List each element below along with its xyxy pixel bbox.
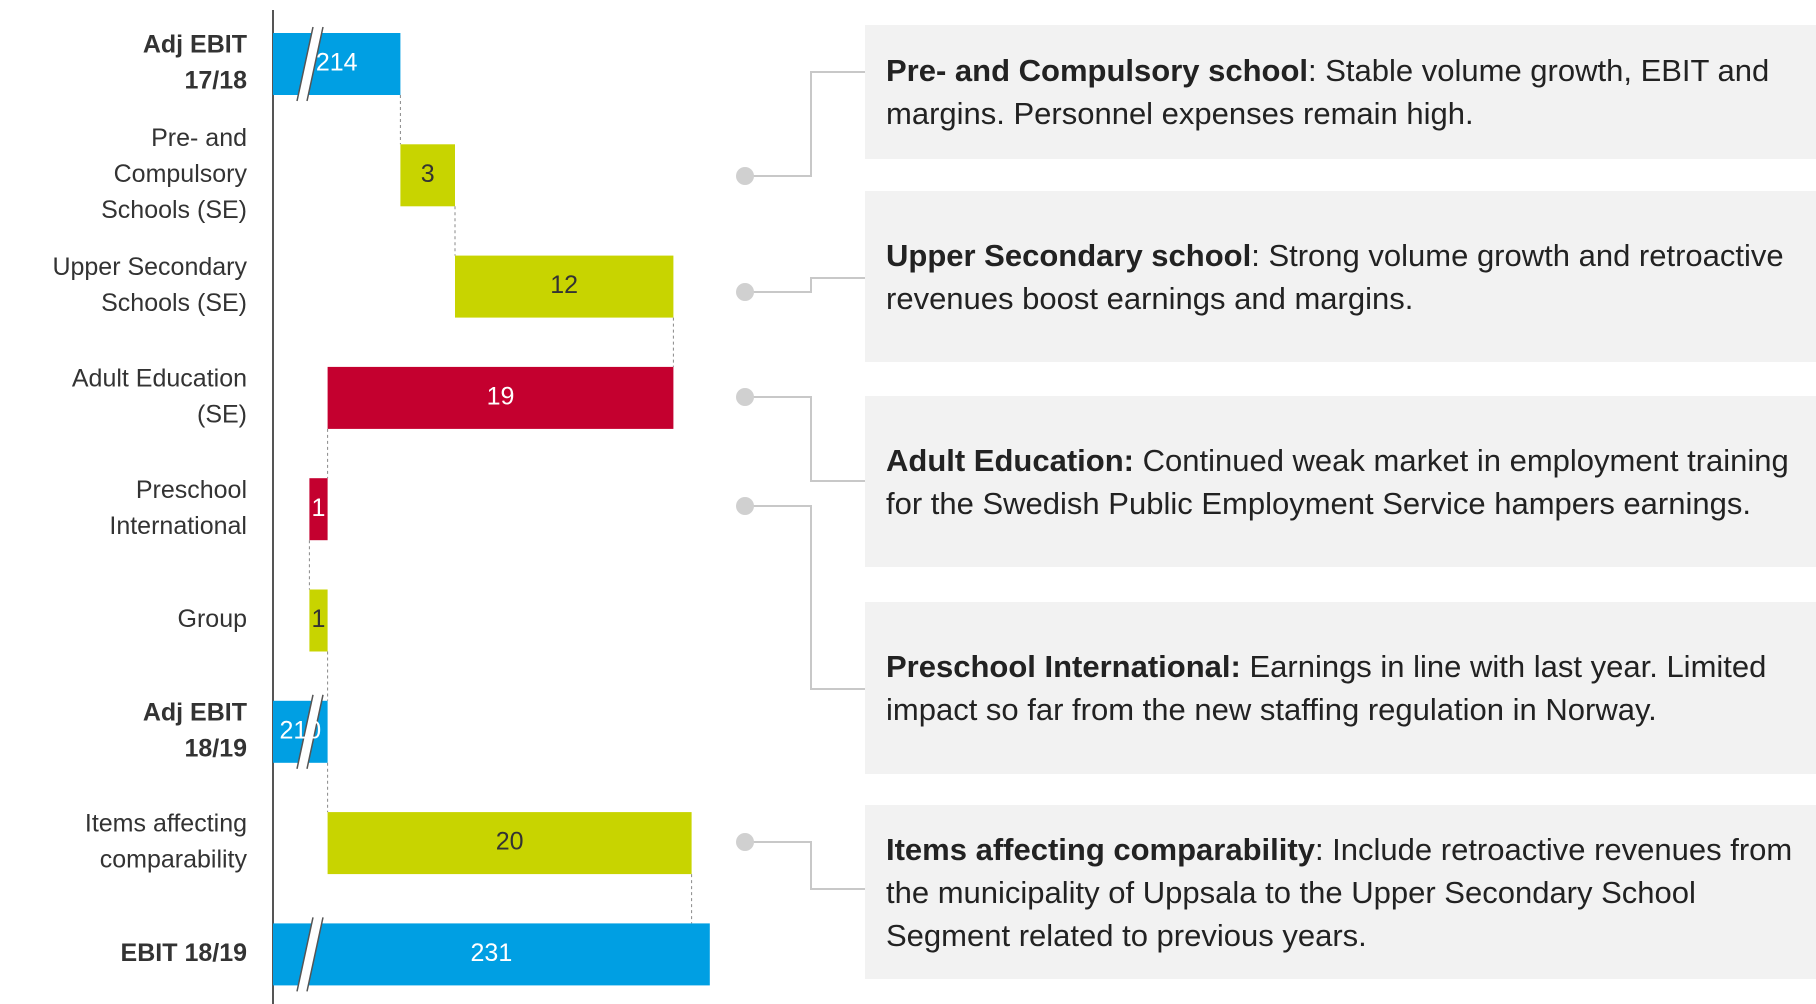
bar: [327, 366, 674, 429]
axis-break: [297, 694, 323, 769]
category-label: 18/19: [184, 734, 247, 762]
connector-dot: [736, 283, 754, 301]
annotation-title: Preschool International:: [886, 649, 1241, 684]
value-label: 3: [421, 160, 435, 188]
connector-dot: [736, 833, 754, 851]
annotation-box: Adult Education: Continued weak market i…: [865, 396, 1816, 567]
annotation-text: : Strong volume growth and retroactive r…: [886, 237, 1784, 316]
category-label: Compulsory: [114, 160, 248, 188]
connectors: [745, 71, 865, 890]
axis-break-line: [306, 917, 324, 992]
annotation-box: Items affecting comparability: Include r…: [865, 805, 1816, 979]
connector-dot: [736, 388, 754, 406]
value-label: 19: [487, 383, 515, 411]
annotation-text: : Include retroactive revenues from the …: [886, 831, 1793, 953]
axis-break-line: [296, 917, 314, 992]
connector-dot: [736, 167, 754, 185]
category-label: International: [109, 512, 247, 540]
bar: [400, 144, 455, 207]
category-label: Adj EBIT: [143, 31, 247, 59]
annotation-box: Preschool International: Earnings in lin…: [865, 602, 1816, 774]
category-label: Preschool: [136, 476, 247, 504]
connector: [745, 505, 865, 690]
category-label: EBIT 18/19: [121, 939, 247, 967]
connector: [745, 396, 865, 482]
value-label: 210: [279, 716, 321, 744]
annotation-box: Upper Secondary school: Strong volume gr…: [865, 191, 1816, 362]
connector: [745, 71, 865, 177]
category-label: Upper Secondary: [52, 253, 247, 281]
bar: [273, 923, 710, 986]
axis-break: [297, 917, 323, 992]
axis-break-line: [306, 694, 324, 769]
annotation-title: Adult Education:: [886, 442, 1134, 478]
value-label: 231: [471, 939, 513, 967]
annotation-title: Items affecting comparability: [886, 831, 1315, 867]
category-label: Schools (SE): [101, 289, 247, 317]
category-label: Items affecting: [85, 810, 247, 838]
axis-break-line: [296, 26, 314, 102]
bar: [309, 589, 328, 652]
category-label: 17/18: [184, 67, 247, 95]
category-label: Adj EBIT: [143, 698, 247, 726]
bar: [273, 33, 401, 95]
value-label: 1: [312, 605, 326, 633]
connector-dot: [736, 497, 754, 515]
connector-dots: [736, 167, 754, 851]
bar: [327, 812, 692, 875]
axis-break-line: [296, 694, 314, 769]
annotation-text: Earnings in line with last year. Limited…: [886, 649, 1767, 727]
category-label: Pre- and: [151, 124, 247, 152]
category-label: comparability: [100, 846, 248, 874]
value-label: 12: [550, 271, 578, 299]
annotation-text: : Stable volume growth, EBIT and margins…: [886, 53, 1770, 131]
connector: [745, 277, 865, 293]
category-label: Schools (SE): [101, 196, 247, 224]
category-label: (SE): [197, 401, 247, 429]
connector: [745, 841, 865, 890]
value-label: 214: [316, 49, 358, 77]
annotation-text: Continued weak market in employment trai…: [886, 442, 1789, 521]
annotation-title: Upper Secondary school: [886, 237, 1252, 273]
bar: [455, 255, 674, 318]
annotation-box: Pre- and Compulsory school: Stable volum…: [865, 25, 1816, 159]
value-label: 1: [312, 494, 326, 522]
annotation-title: Pre- and Compulsory school: [886, 53, 1309, 88]
category-label: Group: [178, 605, 247, 633]
value-label: 20: [496, 828, 524, 856]
axis-break: [297, 27, 323, 101]
axis-break-line: [306, 26, 324, 102]
category-label: Adult Education: [72, 365, 247, 393]
bar: [309, 478, 328, 541]
